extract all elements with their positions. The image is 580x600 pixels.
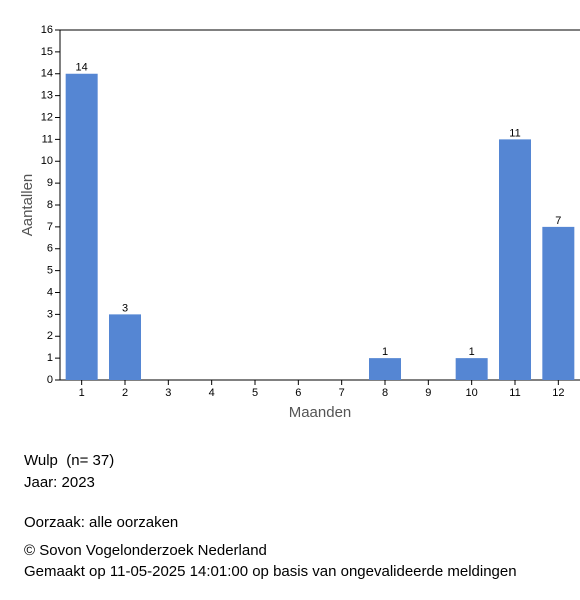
y-tick-label: 2 (47, 330, 53, 342)
y-tick-label: 1 (47, 352, 53, 364)
copyright: © Sovon Vogelonderzoek Nederland (24, 542, 267, 559)
x-tick-label: 2 (122, 387, 128, 399)
y-tick-label: 0 (47, 374, 53, 386)
bar (65, 73, 98, 380)
y-axis-title: Aantallen (19, 174, 36, 237)
y-tick-label: 3 (47, 308, 53, 320)
y-tick-label: 14 (41, 68, 53, 80)
x-tick-label: 9 (425, 387, 431, 399)
bar (455, 358, 488, 380)
y-tick-label: 6 (47, 243, 53, 255)
x-tick-label: 6 (295, 387, 301, 399)
x-tick-label: 7 (339, 387, 345, 399)
y-tick-label: 4 (47, 286, 53, 298)
year: Jaar: 2023 (24, 474, 95, 491)
x-tick-label: 8 (382, 387, 388, 399)
data-label: 1 (469, 346, 475, 358)
made-note: Gemaakt op 11-05-2025 14:01:00 op basis … (24, 563, 517, 580)
species: Wulp (n= 37) (24, 452, 115, 469)
cause: Oorzaak: alle oorzaken (24, 514, 179, 531)
y-tick-label: 11 (42, 133, 53, 145)
bar (109, 314, 141, 380)
data-label: 14 (76, 62, 88, 74)
y-tick-label: 8 (47, 199, 53, 211)
x-tick-label: 12 (552, 387, 564, 399)
y-tick-label: 13 (41, 90, 53, 102)
y-tick-label: 9 (47, 177, 53, 189)
data-label: 7 (555, 215, 561, 227)
data-label: 3 (122, 302, 128, 314)
y-tick-label: 16 (41, 24, 53, 36)
chart: Maanden Aantallen 0123456789101112131415… (19, 24, 580, 421)
y-tick-label: 7 (47, 221, 53, 233)
x-axis-title: Maanden (289, 404, 352, 421)
y-tick-label: 12 (41, 111, 53, 123)
x-tick-label: 11 (509, 387, 520, 399)
data-label: 1 (382, 346, 388, 358)
y-tick-label: 10 (41, 155, 53, 167)
x-tick-label: 10 (466, 387, 478, 399)
y-tick-label: 5 (47, 265, 53, 277)
x-tick-label: 4 (209, 387, 215, 399)
bar (499, 139, 531, 380)
x-tick-label: 1 (79, 387, 85, 399)
x-tick-label: 5 (252, 387, 258, 399)
x-tick-label: 3 (165, 387, 171, 399)
bar (542, 226, 575, 380)
y-tick-label: 15 (41, 46, 53, 58)
data-label: 11 (509, 127, 520, 139)
bar (369, 358, 401, 380)
